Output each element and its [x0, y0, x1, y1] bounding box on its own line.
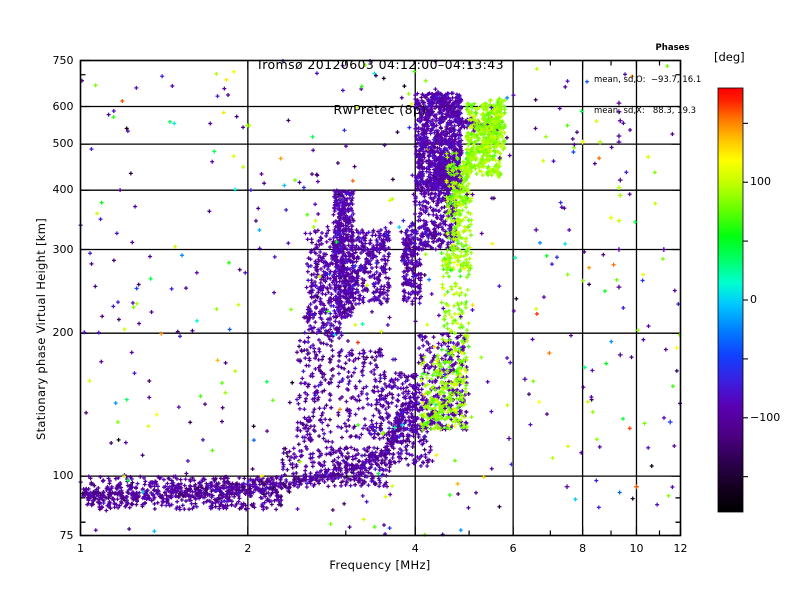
colorbar-tick-label: 0	[750, 293, 757, 306]
y-tick-label: 300	[34, 243, 74, 256]
colorbar-tick-label: −100	[750, 411, 780, 424]
x-tick-label: 10	[622, 542, 650, 555]
y-tick-label: 600	[34, 100, 74, 113]
data-points	[78, 58, 683, 537]
colorbar-tick-label: 100	[750, 175, 771, 188]
grid-lines	[80, 60, 681, 536]
colorbar-unit-label: [deg]	[714, 50, 745, 64]
x-tick-label: 4	[401, 542, 429, 555]
x-tick-label: 2	[234, 542, 262, 555]
plot-title: Tromsø 20120603 04:12:00–04:13:43 RwPret…	[150, 27, 610, 147]
y-tick-label: 100	[34, 469, 74, 482]
colorbar	[717, 87, 744, 513]
y-tick-label: 75	[34, 529, 74, 542]
phases-x-row: mean, sd,X: 88.3, 19.3	[580, 106, 765, 117]
x-tick-label: 8	[569, 542, 597, 555]
y-tick-label: 750	[34, 54, 74, 67]
phases-o-row: mean, sd,O: −93.7, 16.1	[580, 75, 765, 86]
y-tick-label: 400	[34, 183, 74, 196]
colorbar-ticks	[743, 122, 748, 478]
plot-title-line1: Tromsø 20120603 04:12:00–04:13:43	[150, 57, 610, 72]
x-tick-label: 6	[499, 542, 527, 555]
y-tick-label: 200	[34, 326, 74, 339]
phases-heading: Phases	[580, 43, 765, 54]
y-tick-label: 500	[34, 137, 74, 150]
x-axis-label: Frequency [MHz]	[80, 558, 680, 572]
plot-title-line2: RwPretec (8p)	[150, 102, 610, 117]
x-tick-label: 12	[667, 542, 695, 555]
x-tick-label: 1	[67, 542, 95, 555]
phases-annotation: Phases mean, sd,O: −93.7, 16.1 mean, sd,…	[580, 22, 765, 138]
plot-frame	[79, 59, 682, 537]
